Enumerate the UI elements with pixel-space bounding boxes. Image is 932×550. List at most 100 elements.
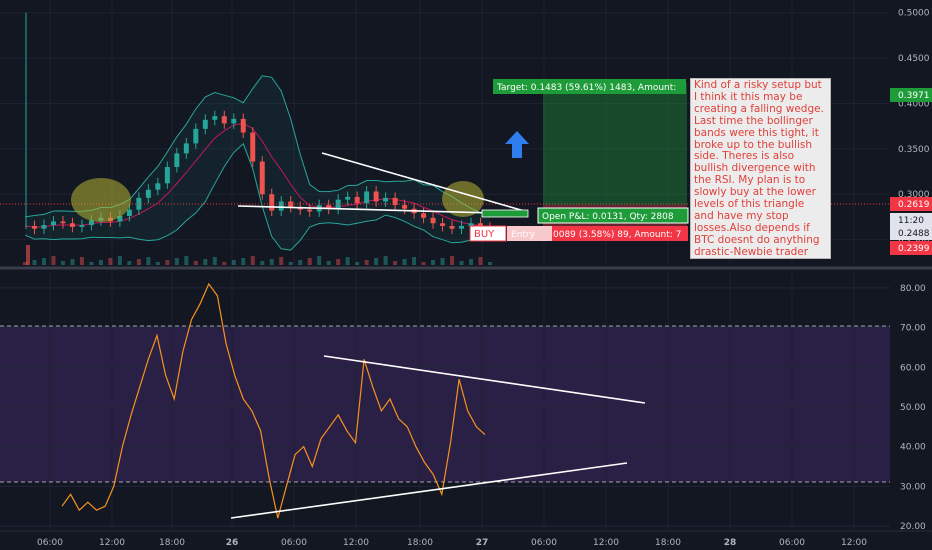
- volume-bar: [431, 260, 436, 265]
- time-tick-label: 12:00: [343, 538, 369, 548]
- target-label[interactable]: Target: 0.1483 (59.61%) 1483, Amount:: [493, 79, 686, 94]
- volume-bar: [60, 261, 65, 265]
- buy-text: BUY: [474, 229, 495, 240]
- candle-body: [259, 161, 265, 195]
- target-price-tag: 0.3971: [898, 91, 930, 101]
- volume-bar: [488, 262, 492, 265]
- volume-bar: [307, 258, 312, 265]
- candle-body: [88, 220, 94, 226]
- entry-label: Entry: [511, 230, 536, 240]
- time-axis[interactable]: 06:00 12:00 18:00 26 06:00 12:00 18:00 27 06:00 1…: [0, 530, 932, 548]
- stop-price-tag: 0.2399: [898, 244, 930, 254]
- candle-body: [117, 215, 123, 222]
- rsi-tick-label: 30.00: [900, 482, 926, 492]
- volume-bar: [136, 259, 141, 265]
- buy-label[interactable]: BUY: [469, 225, 507, 242]
- rsi-band-background: [0, 326, 890, 482]
- volume-bar: [440, 258, 445, 265]
- volume-bar: [402, 259, 407, 265]
- volume-bar: [374, 258, 379, 265]
- rsi-tick-label: 50.00: [900, 403, 926, 413]
- volume-bar: [364, 260, 369, 265]
- up-arrow-icon: [505, 131, 529, 158]
- annotation-text: Kind of a risky setup but I think it thi…: [694, 79, 824, 258]
- candle-body: [221, 116, 227, 124]
- rsi-grid: [0, 272, 890, 530]
- highlight-ellipse-left: [71, 178, 131, 222]
- time-tick-label: 18:00: [159, 538, 185, 548]
- volume-bar: [23, 262, 27, 265]
- candle-body: [278, 201, 284, 211]
- time-tick-label: 26: [226, 538, 239, 548]
- candle-body: [307, 209, 313, 212]
- volume-bar: [70, 259, 75, 265]
- candle-body: [354, 196, 360, 204]
- volume-bar: [393, 261, 398, 265]
- entry-marker[interactable]: [481, 209, 529, 218]
- time-tick-label: 06:00: [779, 538, 805, 548]
- volume-bar: [51, 256, 56, 265]
- volume-bar: [79, 257, 84, 265]
- volume-bar: [450, 256, 455, 265]
- target-price-tag-bg: [890, 88, 932, 102]
- candle-body: [326, 205, 332, 209]
- candle-body: [79, 225, 85, 227]
- volume-bar: [288, 262, 293, 265]
- price-tick-label: 0.3000: [898, 190, 930, 200]
- annotation-note[interactable]: Kind of a risky setup but I think it thi…: [690, 78, 831, 259]
- candle-body: [240, 118, 246, 133]
- time-tick-label: 06:00: [37, 538, 63, 548]
- volume-bar: [336, 259, 341, 265]
- triangle-lower-line: [237, 205, 529, 215]
- time-tick-label: 12:00: [99, 538, 125, 548]
- time-tick-label: 12:00: [841, 538, 867, 548]
- price-tick-label: 0.3500: [898, 145, 930, 155]
- volume-bar: [469, 259, 474, 265]
- volume-bar: [269, 259, 274, 265]
- price-tick-label: 0.2500: [898, 236, 930, 246]
- rsi-panel[interactable]: [0, 272, 890, 530]
- volume-bar: [108, 258, 113, 265]
- candle-body: [250, 132, 256, 162]
- target-text: Target: 0.1483 (59.61%) 1483, Amount:: [496, 83, 676, 93]
- stop-label[interactable]: Entry 0089 (3.58%) 89, Amount: 7: [507, 226, 688, 241]
- candle-body: [31, 225, 37, 229]
- open-pnl-text: Open P&L: 0.0131, Qty: 2808: [542, 212, 674, 222]
- volume-bar: [231, 260, 236, 265]
- time-tick-label: 18:00: [655, 538, 681, 548]
- bollinger-lower: [24, 142, 491, 251]
- candle-body: [202, 119, 208, 129]
- candle-body: [50, 221, 56, 226]
- bollinger-basis: [24, 122, 491, 228]
- rsi-tick-label: 40.00: [900, 443, 926, 453]
- volume-bar: [412, 257, 417, 265]
- time-left-tag: 11:20: [898, 216, 924, 226]
- volume-bar: [165, 260, 170, 265]
- open-pnl-label[interactable]: Open P&L: 0.0131, Qty: 2808: [537, 207, 689, 224]
- candle-body: [468, 223, 474, 226]
- price-tags: 0.3971 0.2619 11:20 0.2488 0.2399: [890, 88, 932, 255]
- rsi-axis[interactable]: 80.00 70.00 60.00 50.00 40.00 30.00 20.00: [890, 270, 932, 532]
- volume-bar: [326, 261, 331, 265]
- volume-bar: [193, 261, 198, 265]
- candle-body: [41, 225, 47, 229]
- volume-bar: [155, 262, 160, 265]
- volume-bar: [478, 257, 483, 265]
- price-tick-label: 0.5000: [898, 9, 930, 19]
- volume-bar: [41, 258, 46, 265]
- volume-bar: [345, 257, 350, 265]
- time-left-tag-bg: [890, 213, 932, 227]
- time-tick-label: 18:00: [407, 538, 433, 548]
- candle-body: [421, 213, 427, 218]
- candle-body: [288, 201, 294, 207]
- volume-bar: [203, 259, 208, 265]
- volume-bar: [127, 261, 132, 265]
- candle-body: [155, 183, 161, 190]
- rsi-tick-label: 20.00: [900, 522, 926, 532]
- candle-body: [373, 191, 379, 202]
- candle-body: [335, 199, 341, 209]
- volume-bar: [279, 257, 284, 265]
- target-profit-zone: [543, 83, 687, 205]
- candle-body: [69, 223, 75, 227]
